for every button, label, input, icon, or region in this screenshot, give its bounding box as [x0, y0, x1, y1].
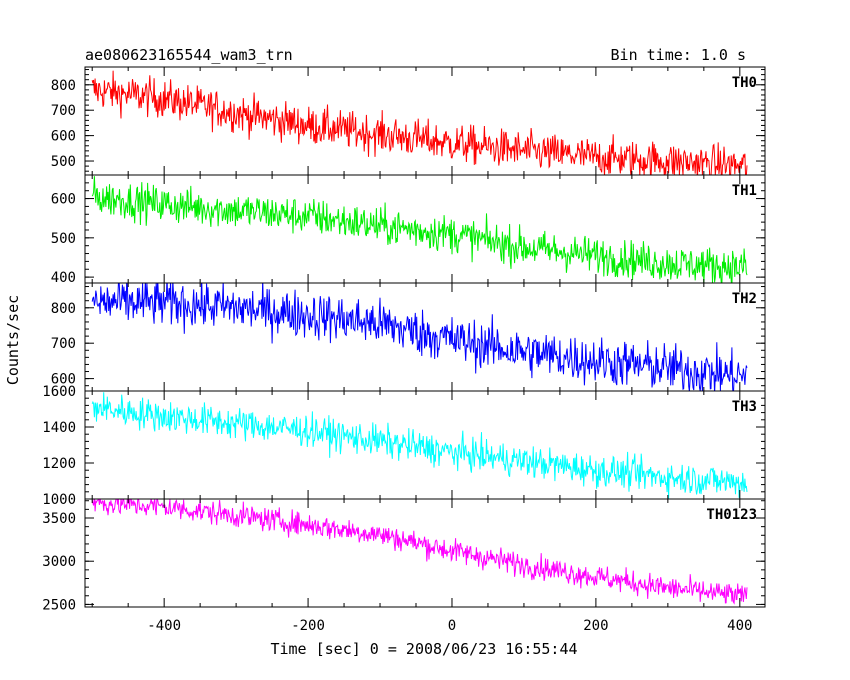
panel-frame [84, 66, 766, 176]
y-tick-label: 2500 [42, 597, 76, 613]
y-tick-label: 500 [51, 154, 76, 170]
chart-title: ae080623165544_wam3_trn [85, 46, 293, 64]
x-tick-label: 400 [727, 618, 752, 634]
x-axis: -400 -200 0 200 400 [147, 618, 752, 634]
y-tick-label: 1600 [42, 384, 76, 400]
panel-label-th1: TH1 [732, 183, 757, 199]
series-line-th1 [91, 176, 748, 283]
x-tick-label: -200 [291, 618, 325, 634]
y-tick-label: 700 [51, 336, 76, 352]
panel-th0: 500 600 700 800 TH0 [51, 66, 766, 176]
y-tick-label: 600 [51, 129, 76, 145]
series-line-th3 [91, 392, 748, 499]
y-tick-label: 700 [51, 103, 76, 119]
y-tick-label: 3000 [42, 554, 76, 570]
panel-th3: 1000 1200 1400 1600 TH3 [42, 384, 766, 508]
panel-label-th0: TH0 [732, 75, 757, 91]
y-tick-label: 400 [51, 270, 76, 286]
y-tick-label: 500 [51, 231, 76, 247]
y-tick-label: 600 [51, 192, 76, 208]
series-line-th0 [91, 70, 748, 175]
x-tick-label: 0 [448, 618, 456, 634]
y-tick-label: 1200 [42, 456, 76, 472]
panel-label-th0123: TH0123 [706, 507, 757, 523]
x-tick-label: 200 [583, 618, 608, 634]
x-axis-label: Time [sec] 0 = 2008/06/23 16:55:44 [270, 640, 577, 658]
y-tick-label: 1400 [42, 420, 76, 436]
panels: 500 600 700 800 TH0 400 500 600 TH1 600 700 800 TH2 1… [42, 66, 766, 613]
series-line-th0123 [91, 499, 748, 605]
bin-time-label: Bin time: 1.0 s [611, 46, 746, 64]
y-tick-label: 800 [51, 301, 76, 317]
series-line-th2 [91, 283, 748, 391]
panel-th2: 600 700 800 TH2 [51, 282, 766, 392]
panel-label-th3: TH3 [732, 399, 757, 415]
y-tick-label: 1000 [42, 492, 76, 508]
panel-label-th2: TH2 [732, 291, 757, 307]
y-tick-label: 600 [51, 372, 76, 388]
panel-th1: 400 500 600 TH1 [51, 174, 766, 286]
y-tick-label: 3500 [42, 511, 76, 527]
panel-th0123: 2500 3000 3500 TH0123 [42, 498, 766, 613]
y-tick-label: 800 [51, 78, 76, 94]
y-axis-label: Counts/sec [4, 295, 22, 385]
x-tick-label: -400 [147, 618, 181, 634]
